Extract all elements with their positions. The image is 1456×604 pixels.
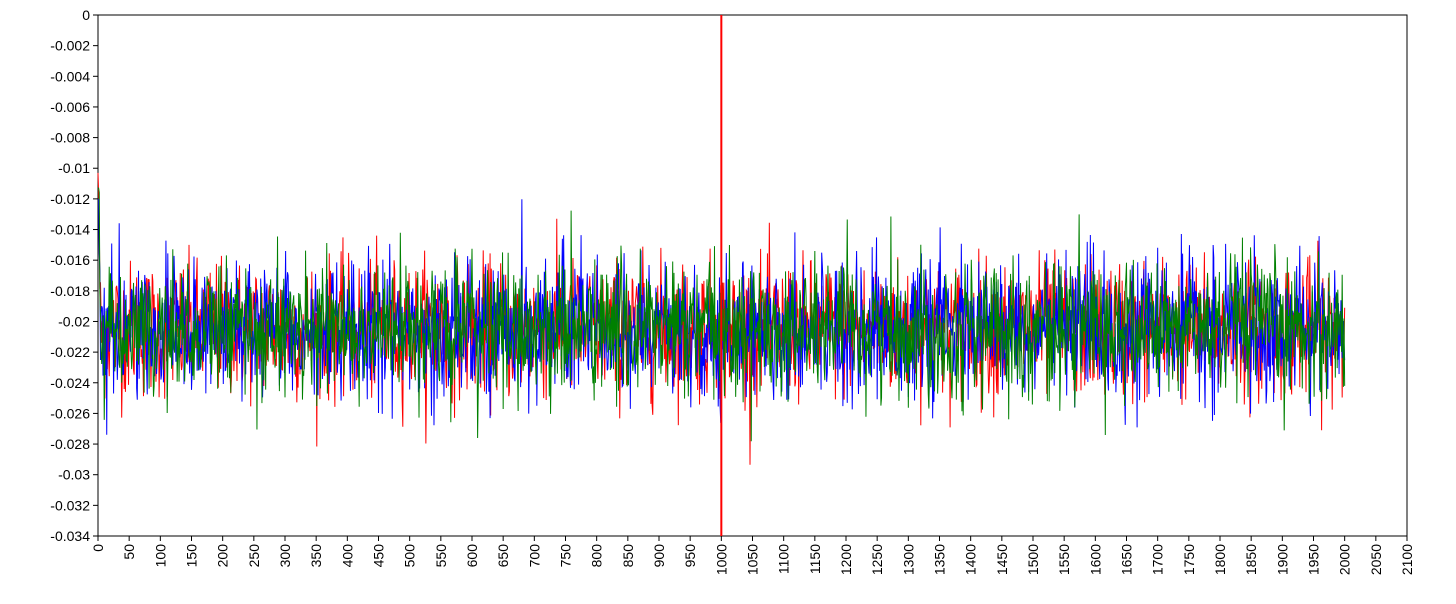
x-tick-label: 750 bbox=[558, 544, 574, 568]
x-tick-label: 1700 bbox=[1150, 544, 1166, 575]
x-tick-label: 100 bbox=[152, 544, 168, 568]
y-tick-label: -0.034 bbox=[50, 528, 90, 544]
x-tick-label: 1350 bbox=[932, 544, 948, 575]
y-tick-label: -0.006 bbox=[50, 99, 90, 115]
x-tick-label: 900 bbox=[651, 544, 667, 568]
x-tick-label: 200 bbox=[215, 544, 231, 568]
y-tick-label: 0 bbox=[82, 7, 90, 23]
x-tick-label: 1600 bbox=[1087, 544, 1103, 575]
y-tick-label: -0.014 bbox=[50, 222, 90, 238]
x-tick-label: 650 bbox=[495, 544, 511, 568]
x-axis: 0 50 100 150 200 250 300 350 400 450 500 550 600 650 7… bbox=[90, 536, 1415, 575]
y-tick-label: -0.03 bbox=[58, 467, 90, 483]
y-tick-label: -0.01 bbox=[58, 160, 90, 176]
y-tick-label: -0.012 bbox=[50, 191, 90, 207]
x-tick-label: 800 bbox=[589, 544, 605, 568]
x-tick-label: 300 bbox=[277, 544, 293, 568]
y-tick-label: -0.024 bbox=[50, 375, 90, 391]
y-tick-label: -0.026 bbox=[50, 405, 90, 421]
x-tick-label: 1150 bbox=[807, 544, 823, 574]
x-tick-label: 2000 bbox=[1337, 544, 1353, 575]
x-tick-label: 0 bbox=[90, 544, 106, 552]
x-tick-label: 450 bbox=[371, 544, 387, 568]
y-tick-label: -0.028 bbox=[50, 436, 90, 452]
x-tick-label: 1500 bbox=[1025, 544, 1041, 575]
x-tick-label: 1000 bbox=[713, 544, 729, 575]
x-tick-label: 550 bbox=[433, 544, 449, 568]
x-tick-label: 500 bbox=[402, 544, 418, 568]
x-tick-label: 1750 bbox=[1181, 544, 1197, 575]
x-tick-label: 1450 bbox=[994, 544, 1010, 575]
y-tick-label: -0.02 bbox=[58, 313, 90, 329]
x-tick-label: 950 bbox=[682, 544, 698, 568]
y-tick-label: -0.018 bbox=[50, 283, 90, 299]
x-tick-label: 2050 bbox=[1368, 544, 1384, 575]
x-tick-label: 850 bbox=[620, 544, 636, 568]
y-tick-label: -0.008 bbox=[50, 130, 90, 146]
x-tick-label: 1250 bbox=[869, 544, 885, 575]
y-tick-label: -0.004 bbox=[50, 68, 90, 84]
x-tick-label: 1200 bbox=[838, 544, 854, 575]
x-tick-label: 350 bbox=[308, 544, 324, 568]
x-tick-label: 1900 bbox=[1274, 544, 1290, 575]
x-tick-label: 50 bbox=[121, 544, 137, 560]
x-tick-label: 1550 bbox=[1056, 544, 1072, 575]
x-tick-label: 1100 bbox=[776, 544, 792, 574]
x-tick-label: 1950 bbox=[1306, 544, 1322, 575]
x-tick-label: 1300 bbox=[900, 544, 916, 575]
y-tick-label: -0.032 bbox=[50, 497, 90, 513]
x-tick-label: 1050 bbox=[745, 544, 761, 575]
x-tick-label: 600 bbox=[464, 544, 480, 568]
plot-area bbox=[97, 14, 1408, 537]
y-tick-label: -0.016 bbox=[50, 252, 90, 268]
y-tick-label: -0.002 bbox=[50, 38, 90, 54]
y-tick-label: -0.022 bbox=[50, 344, 90, 360]
x-tick-label: 400 bbox=[339, 544, 355, 568]
x-tick-label: 1800 bbox=[1212, 544, 1228, 575]
x-tick-label: 150 bbox=[184, 544, 200, 568]
x-tick-label: 1650 bbox=[1119, 544, 1135, 575]
x-tick-label: 2100 bbox=[1399, 544, 1415, 575]
x-tick-label: 250 bbox=[246, 544, 262, 568]
x-tick-label: 1400 bbox=[963, 544, 979, 575]
x-tick-label: 1850 bbox=[1243, 544, 1259, 575]
x-tick-label: 700 bbox=[526, 544, 542, 568]
y-axis: 0 -0.002 -0.004 -0.006 -0.008 -0.01 -0.012 -0.0… bbox=[50, 7, 98, 544]
